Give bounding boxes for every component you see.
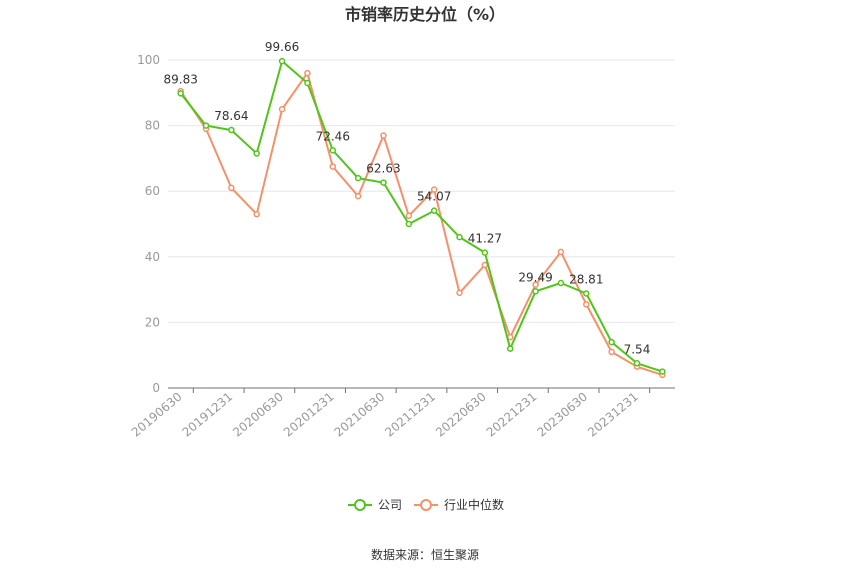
- data-point: [177, 90, 184, 97]
- x-tick-label: 20231231: [585, 390, 641, 440]
- x-tick-label: 20221231: [484, 390, 540, 440]
- data-label: 72.46: [316, 129, 350, 143]
- data-point: [430, 186, 438, 193]
- y-tick-label: 80: [145, 119, 160, 133]
- data-point: [557, 279, 565, 287]
- data-label: 62.63: [366, 162, 400, 176]
- grid: [168, 59, 675, 323]
- series-line-company: [179, 60, 663, 373]
- data-point: [456, 233, 463, 241]
- data-point: [278, 105, 286, 113]
- y-tick-label: 100: [137, 53, 160, 67]
- y-tick-label: 60: [145, 184, 160, 198]
- x-tick-label: 20220630: [433, 390, 489, 440]
- data-point: [430, 207, 438, 214]
- legend[interactable]: 公司 行业中位数: [348, 497, 504, 512]
- y-tick-label: 40: [145, 250, 160, 264]
- data-point: [608, 338, 615, 346]
- data-label: 54.07: [417, 190, 451, 204]
- data-label: 29.49: [518, 270, 552, 284]
- series: [177, 57, 666, 379]
- legend-marker-icon: [420, 499, 432, 511]
- data-point: [532, 288, 539, 295]
- data-label: 78.64: [214, 109, 248, 123]
- axes: 0 20 40 60 80 100 2019063020191231202006302020…: [129, 53, 675, 440]
- data-label: 99.66: [265, 40, 299, 54]
- data-point: [557, 248, 565, 256]
- data-label: 7.54: [624, 342, 651, 356]
- data-point: [405, 220, 413, 228]
- data-label: 41.27: [468, 232, 502, 246]
- data-point: [633, 360, 641, 367]
- data-label: 28.81: [569, 273, 603, 287]
- data-point: [659, 368, 666, 375]
- data-point: [481, 261, 489, 269]
- data-point: [228, 126, 235, 134]
- data-point: [506, 345, 514, 352]
- legend-label: 公司: [378, 498, 402, 512]
- chart-title: 市销率历史分位（%）: [345, 5, 505, 24]
- y-tick-label: 0: [152, 381, 160, 395]
- source-note: 数据来源：恒生聚源: [371, 547, 479, 562]
- data-point: [228, 184, 235, 192]
- data-point: [532, 281, 539, 288]
- data-point: [202, 122, 210, 129]
- x-tick-label: 20211231: [382, 390, 438, 440]
- series-line-industry-median: [179, 72, 663, 376]
- data-point: [329, 163, 337, 170]
- x-tick-label: 20201231: [281, 390, 337, 440]
- data-point: [380, 132, 387, 139]
- data-point: [354, 174, 362, 182]
- data-point: [608, 348, 615, 356]
- data-point: [481, 249, 489, 256]
- data-point: [380, 179, 387, 186]
- data-point: [278, 57, 286, 65]
- x-tick-label: 20210630: [332, 390, 388, 440]
- x-tick-label: 20200630: [230, 390, 286, 440]
- data-point: [583, 301, 590, 308]
- data-point: [253, 210, 260, 218]
- x-tick-label: 20191231: [180, 390, 236, 440]
- data-labels: 89.83 78.64 99.66 72.46 62.63 54.07 41.27 29.49…: [163, 40, 650, 356]
- data-point: [329, 147, 337, 154]
- data-label: 89.83: [163, 72, 197, 86]
- legend-item-industry-median[interactable]: 行业中位数: [414, 497, 504, 512]
- y-tick-label: 20: [145, 315, 160, 329]
- data-point: [304, 69, 311, 77]
- data-point: [253, 150, 260, 157]
- data-point: [405, 212, 413, 220]
- x-tick-label: 20190630: [129, 390, 185, 440]
- legend-label: 行业中位数: [444, 497, 504, 512]
- data-point: [583, 290, 590, 297]
- data-point: [456, 289, 463, 297]
- legend-marker-icon: [354, 499, 366, 511]
- data-point: [354, 192, 362, 200]
- data-point: [304, 79, 311, 87]
- legend-item-company[interactable]: 公司: [348, 498, 402, 512]
- x-tick-label: 20230630: [534, 390, 590, 440]
